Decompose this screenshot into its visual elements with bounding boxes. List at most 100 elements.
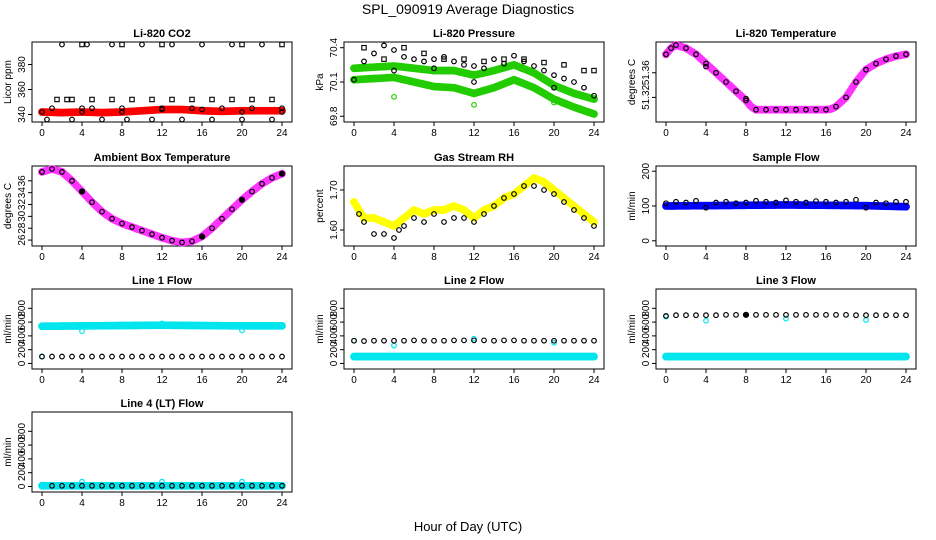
data-point — [753, 106, 759, 113]
data-point — [169, 237, 175, 244]
data-point — [873, 199, 879, 206]
data-point — [743, 95, 749, 102]
data-point — [239, 353, 245, 360]
data-point — [541, 187, 547, 193]
x-tick-label: 4 — [79, 252, 85, 263]
data-point — [89, 353, 95, 360]
data-point — [803, 199, 809, 206]
x-tick-label: 0 — [351, 128, 357, 139]
data-point — [79, 353, 85, 360]
data-point — [833, 311, 839, 318]
data-point — [391, 67, 397, 74]
x-tick-label: 4 — [703, 375, 709, 386]
data-point — [521, 183, 527, 189]
data-point — [873, 60, 879, 67]
series-cyan-dense — [350, 352, 598, 361]
panel-title: Li-820 Pressure — [433, 28, 515, 40]
data-point — [189, 482, 195, 489]
data-point — [551, 191, 557, 197]
series-black-square — [361, 44, 597, 74]
x-tick-label: 4 — [79, 375, 85, 386]
y-tick-label: 400 — [641, 327, 652, 344]
data-point — [733, 311, 739, 318]
data-point — [371, 231, 377, 237]
data-point — [703, 60, 709, 67]
x-tick-label: 12 — [468, 375, 480, 386]
data-point — [381, 42, 387, 49]
data-point — [783, 311, 789, 318]
data-point — [893, 198, 899, 205]
data-point — [431, 337, 437, 344]
data-point — [139, 353, 145, 360]
plot-frame — [31, 411, 293, 493]
y-tick-label: 200 — [329, 341, 340, 358]
data-point — [431, 65, 437, 72]
data-point — [89, 199, 95, 206]
y-axis-label: ml/min — [315, 314, 326, 343]
x-tick-label: 8 — [119, 252, 125, 263]
data-point — [471, 337, 477, 344]
data-point — [209, 96, 215, 103]
data-point — [249, 482, 255, 489]
y-tick-label: 200 — [17, 464, 28, 481]
data-point — [259, 41, 265, 48]
data-point — [129, 224, 135, 230]
data-point — [411, 337, 417, 344]
data-point — [238, 196, 246, 203]
y-axis-label: ml/min — [627, 191, 638, 220]
y-tick-label: 26 — [17, 234, 28, 246]
x-tick-label: 16 — [508, 252, 520, 263]
x-tick-label: 16 — [196, 498, 208, 509]
data-point — [199, 353, 205, 360]
x-tick-label: 4 — [703, 252, 709, 263]
x-tick-label: 0 — [39, 128, 45, 139]
data-point — [551, 339, 557, 346]
data-point — [169, 96, 175, 103]
data-point — [99, 116, 105, 123]
series-black-ring — [351, 42, 597, 99]
panel-7: Line 1 Flow 0 4 8 12 16 20 24 0 200400600800ml/mi… — [3, 275, 293, 386]
series-black-ring — [39, 166, 285, 246]
data-point — [491, 56, 497, 63]
data-point — [189, 238, 195, 245]
data-point — [803, 311, 809, 318]
data-point — [249, 105, 255, 112]
data-point — [673, 198, 679, 205]
series-black-ring — [351, 337, 597, 344]
data-point — [229, 41, 235, 48]
series-black-ring — [356, 183, 597, 241]
data-point — [278, 321, 286, 330]
y-tick-label: 400 — [329, 327, 340, 344]
y-axis-label: Licor ppm — [3, 60, 14, 104]
data-point — [361, 338, 367, 344]
x-tick-label: 24 — [276, 128, 288, 139]
data-point — [269, 482, 275, 489]
data-point — [571, 207, 577, 213]
x-tick-label: 24 — [588, 375, 600, 386]
data-point — [249, 188, 255, 195]
data-point — [159, 106, 165, 113]
x-tick-label: 12 — [156, 498, 168, 509]
data-point — [451, 58, 457, 65]
data-point — [391, 235, 397, 241]
data-point — [169, 482, 175, 489]
data-point — [511, 52, 517, 59]
x-tick-label: 12 — [156, 252, 168, 263]
data-point — [511, 337, 517, 344]
panel-title: Li-820 Temperature — [736, 28, 837, 40]
data-point — [673, 312, 679, 319]
series-black-ring — [663, 196, 909, 211]
data-point — [99, 482, 105, 489]
data-point — [471, 219, 477, 225]
x-tick-label: 4 — [79, 128, 85, 139]
data-point — [753, 197, 759, 204]
panel-3: Li-820 Temperature 0 4 8 12 16 20 24 51.3251.36d… — [627, 28, 917, 139]
panel-9: Line 3 Flow 0 4 8 12 16 20 24 0 200400600800ml/mi… — [627, 275, 917, 386]
data-point — [823, 198, 829, 205]
y-tick-label: 0 — [641, 360, 652, 366]
data-point — [561, 337, 567, 344]
data-point — [391, 342, 397, 349]
data-point — [401, 337, 407, 344]
x-tick-label: 8 — [743, 252, 749, 263]
data-point — [813, 311, 819, 318]
